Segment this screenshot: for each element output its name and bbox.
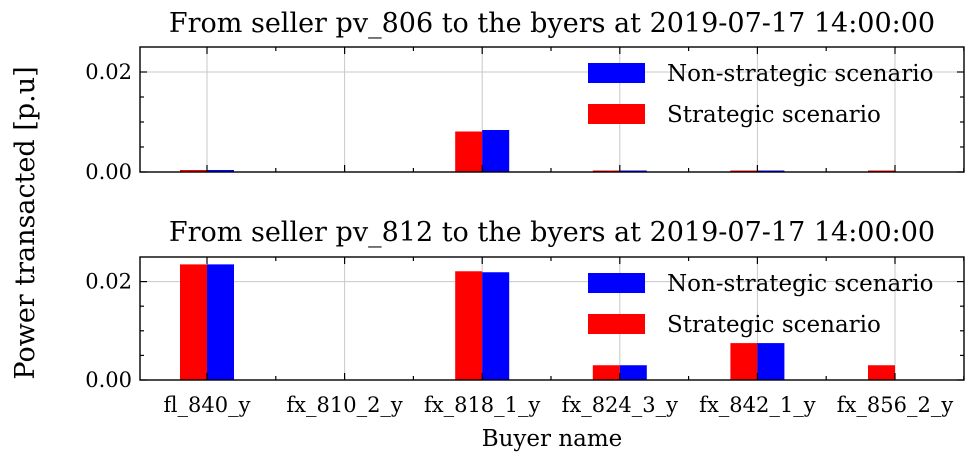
bar-non-strategic: [619, 365, 647, 380]
bar-non-strategic: [757, 343, 785, 380]
legend: Non-strategic scenario Strategic scenario: [588, 271, 933, 338]
x-tick-label: fx_818_1_y: [424, 393, 541, 417]
bar-non-strategic: [757, 170, 785, 172]
legend-label: Non-strategic scenario: [667, 61, 933, 87]
legend-swatch: [588, 104, 645, 124]
legend: Non-strategic scenario Strategic scenario: [588, 61, 933, 128]
legend-swatch: [588, 314, 645, 334]
y-tick-label: 0.02: [85, 270, 132, 294]
bar-strategic: [730, 170, 758, 172]
bar-strategic: [180, 264, 207, 380]
bar-non-strategic: [207, 264, 234, 380]
chart-panels: From seller pv_806 to the byers at 2019-…: [85, 8, 965, 417]
y-axis-label: Power transacted [p.u]: [10, 66, 41, 379]
y-tick-label: 0.02: [85, 60, 132, 84]
bar-strategic: [868, 365, 895, 380]
chart-title-2: From seller pv_812 to the byers at 2019-…: [169, 217, 935, 248]
legend-label: Strategic scenario: [667, 312, 881, 338]
bar-non-strategic: [619, 170, 647, 172]
x-tick-label: fx_842_1_y: [699, 393, 816, 417]
legend-label: Strategic scenario: [667, 102, 881, 128]
y-tick-label: 0.00: [85, 160, 132, 184]
legend-swatch: [588, 273, 645, 293]
x-axis-label: Buyer name: [482, 426, 623, 452]
x-tick-label: fx_810_2_y: [286, 393, 403, 417]
x-tick-label: fx_824_3_y: [562, 393, 679, 417]
legend-swatch: [588, 63, 645, 83]
bar-non-strategic: [482, 272, 510, 380]
plot-frame: [139, 256, 965, 381]
x-tick-label: fl_840_y: [164, 393, 251, 417]
bar-strategic: [455, 271, 483, 380]
plot-frame: [139, 46, 965, 173]
x-tick-label: fx_856_2_y: [837, 393, 954, 417]
bar-strategic: [455, 131, 483, 172]
bar-non-strategic: [207, 170, 234, 172]
chart-panel-1: From seller pv_806 to the byers at 2019-…: [85, 8, 965, 184]
bar-non-strategic: [482, 130, 510, 172]
bar-strategic: [868, 170, 895, 172]
bar-strategic: [730, 343, 758, 380]
legend-label: Non-strategic scenario: [667, 271, 933, 297]
chart-panel-2: From seller pv_812 to the byers at 2019-…: [85, 217, 965, 417]
chart-title-1: From seller pv_806 to the byers at 2019-…: [169, 8, 935, 39]
bar-strategic: [592, 365, 620, 380]
y-tick-label: 0.00: [85, 368, 132, 392]
bar-strategic: [180, 170, 207, 172]
bar-strategic: [592, 170, 620, 172]
